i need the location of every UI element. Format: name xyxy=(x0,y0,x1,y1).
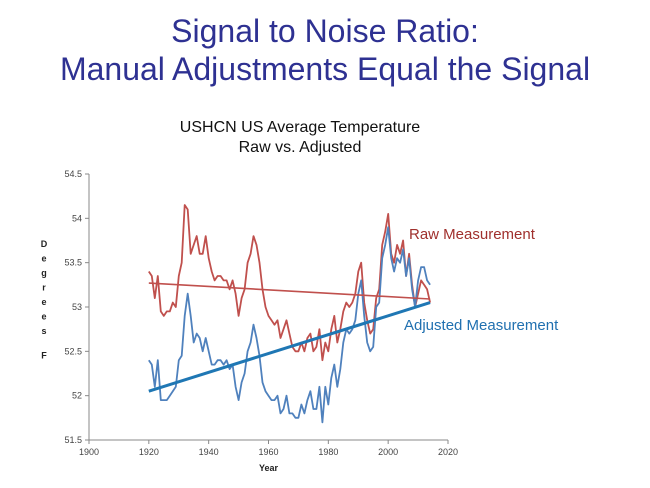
chart-subtitle-text: Raw vs. Adjusted xyxy=(238,139,362,156)
y-axis-label-char: s xyxy=(41,326,46,336)
y-tick-label: 52 xyxy=(72,391,82,401)
slide-title-line2: Manual Adjustments Equal the Signal xyxy=(59,51,591,87)
y-tick-label: 54.5 xyxy=(64,169,82,179)
raw-series-line xyxy=(148,204,431,362)
y-axis-label-char: e xyxy=(41,254,46,264)
y-tick-label: 53 xyxy=(72,302,82,312)
x-tick-label: 1940 xyxy=(199,447,219,457)
x-tick-label: 1920 xyxy=(139,447,159,457)
x-axis-label: Year xyxy=(259,463,279,473)
adjusted-measurement-label: Adjusted Measurement xyxy=(404,317,559,334)
y-tick-label: 51.5 xyxy=(64,435,82,445)
raw-measurement-label: Raw Measurement xyxy=(409,226,536,243)
slide-title: Signal to Noise Ratio: Manual Adjustment… xyxy=(0,12,650,88)
chart-title-text: USHCN US Average Temperature xyxy=(179,119,421,136)
raw-trend-line xyxy=(148,282,431,300)
chart-title: USHCN US Average Temperature Raw vs. Adj… xyxy=(130,118,470,158)
chart-axes xyxy=(88,174,448,441)
x-tick-label: 2020 xyxy=(438,447,458,457)
chart-tick-labels: 51.5 52 52.5 53 53.5 54 54.5 1900 1920 1940 1960 19… xyxy=(64,169,458,457)
x-tick-label: 1960 xyxy=(258,447,278,457)
x-tick-label: 1980 xyxy=(318,447,338,457)
chart-series xyxy=(148,204,431,424)
y-axis-label-char: F xyxy=(41,351,47,361)
y-tick-label: 54 xyxy=(72,213,82,223)
y-axis-label-char: g xyxy=(41,268,47,278)
y-axis-label-char: e xyxy=(41,312,46,322)
slide-title-line1: Signal to Noise Ratio: xyxy=(171,13,479,49)
adjusted-trend-line xyxy=(148,301,431,393)
y-tick-label: 53.5 xyxy=(64,258,82,268)
x-tick-label: 2000 xyxy=(378,447,398,457)
y-tick-label: 52.5 xyxy=(64,346,82,356)
y-axis-label-char: D xyxy=(41,239,48,249)
x-tick-label: 1900 xyxy=(79,447,99,457)
y-axis-label-char: r xyxy=(42,283,46,293)
adjusted-series-line xyxy=(148,226,431,424)
y-axis-label-char: e xyxy=(41,297,46,307)
